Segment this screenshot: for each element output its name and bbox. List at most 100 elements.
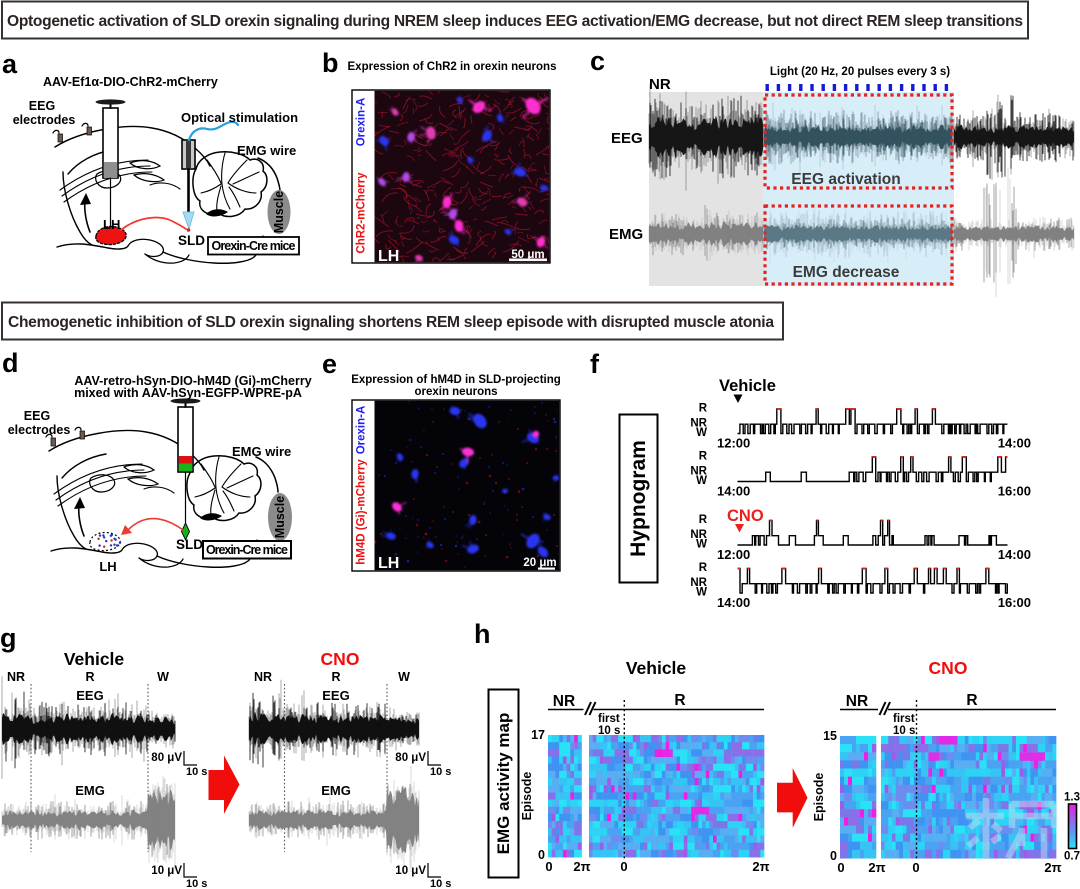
svg-text:Episode: Episode	[520, 772, 534, 821]
svg-text:EEG activation: EEG activation	[791, 171, 900, 188]
svg-text:g: g	[0, 623, 17, 653]
svg-text:hM4D (Gi)-mCherry: hM4D (Gi)-mCherry	[356, 459, 368, 565]
svg-text:EEG: EEG	[29, 99, 55, 113]
svg-text:10 s: 10 s	[598, 725, 620, 737]
svg-text:CNO: CNO	[929, 658, 968, 678]
svg-text:16:00: 16:00	[998, 484, 1031, 499]
svg-text:NR: NR	[690, 529, 707, 541]
svg-text:NR: NR	[254, 670, 272, 684]
svg-text:R: R	[966, 692, 977, 709]
svg-text:W: W	[398, 670, 410, 684]
svg-text:NR: NR	[649, 76, 671, 93]
svg-text:electrodes: electrodes	[8, 423, 71, 437]
svg-text:1.3: 1.3	[1064, 792, 1080, 804]
svg-text:Expression of hM4D in SLD-pro: Expression of hM4D in SLD-projecting	[351, 374, 561, 386]
svg-text:Chemogenetic inhibition of SLD: Chemogenetic inhibition of SLD orexin si…	[8, 314, 774, 331]
svg-text:10 s: 10 s	[186, 766, 207, 778]
svg-text:W: W	[696, 475, 707, 487]
svg-text:10 s: 10 s	[893, 725, 915, 737]
svg-text:Orexin-A: Orexin-A	[356, 406, 368, 455]
svg-text:2π: 2π	[573, 859, 590, 874]
svg-text:W: W	[696, 587, 707, 599]
svg-text:b: b	[322, 48, 339, 78]
svg-text:0: 0	[545, 859, 552, 874]
svg-text:Orexin-Cre mice: Orexin-Cre mice	[206, 543, 288, 557]
svg-text:R: R	[699, 403, 708, 415]
svg-text:f: f	[590, 349, 600, 379]
svg-text:NR: NR	[690, 418, 707, 430]
svg-text:a: a	[2, 49, 18, 79]
svg-text:AAV-retro-hSyn-DIO-hM4D (Gi)-m: AAV-retro-hSyn-DIO-hM4D (Gi)-mCherry	[74, 374, 311, 388]
svg-text:Orexin-Cre mice: Orexin-Cre mice	[212, 239, 296, 253]
svg-text:EEG: EEG	[24, 409, 50, 423]
svg-text:0: 0	[538, 848, 545, 862]
svg-text:EMG: EMG	[321, 783, 351, 798]
svg-text:LH: LH	[378, 555, 399, 572]
svg-text:first: first	[893, 713, 915, 725]
svg-text:EEG: EEG	[611, 130, 643, 147]
svg-text:ChR2-mCherry: ChR2-mCherry	[356, 172, 368, 254]
svg-text:EEG: EEG	[322, 688, 349, 703]
svg-text:LH: LH	[99, 559, 116, 574]
svg-text:NR: NR	[846, 693, 868, 710]
svg-text:EMG wire: EMG wire	[232, 444, 291, 459]
svg-text:Light (20 Hz, 20 pulses every: Light (20 Hz, 20 pulses every 3 s)	[770, 66, 950, 78]
svg-text:10 s: 10 s	[430, 878, 451, 889]
svg-text:2π: 2π	[868, 860, 885, 875]
svg-text:c: c	[590, 46, 605, 76]
svg-text:Episode: Episode	[812, 773, 826, 822]
svg-text:EMG decrease: EMG decrease	[793, 264, 900, 281]
svg-text:0.7: 0.7	[1064, 851, 1080, 863]
svg-text:electrodes: electrodes	[13, 113, 76, 127]
svg-text:14:00: 14:00	[998, 547, 1031, 562]
svg-text:R: R	[699, 562, 708, 574]
svg-text:14:00: 14:00	[998, 436, 1031, 451]
svg-text:2π: 2π	[1044, 860, 1061, 875]
svg-text:R: R	[699, 514, 708, 526]
svg-text:SLD: SLD	[178, 233, 205, 248]
svg-text:W: W	[157, 670, 169, 684]
svg-text:EMG: EMG	[609, 226, 643, 243]
svg-text:CNO: CNO	[727, 507, 764, 525]
svg-text:NR: NR	[690, 577, 707, 589]
svg-text:NR: NR	[690, 466, 707, 478]
svg-text:12:00: 12:00	[717, 547, 750, 562]
svg-text:CNO: CNO	[321, 649, 360, 669]
svg-text:SLD: SLD	[176, 537, 203, 552]
svg-text:Muscle: Muscle	[273, 496, 287, 538]
svg-text:LH: LH	[378, 248, 399, 265]
svg-text:mixed with AAV-hSyn-EGFP-WPRE-: mixed with AAV-hSyn-EGFP-WPRE-pA	[74, 386, 302, 400]
svg-text:14:00: 14:00	[717, 484, 750, 499]
svg-text:0: 0	[620, 859, 627, 874]
svg-text:10 s: 10 s	[430, 766, 451, 778]
svg-text:0: 0	[837, 860, 844, 875]
svg-text:EEG: EEG	[76, 688, 103, 703]
svg-text:Orexin-A: Orexin-A	[356, 98, 368, 147]
svg-text:15: 15	[823, 729, 837, 743]
svg-text:0: 0	[830, 849, 837, 863]
svg-text:Optogenetic activation of SLD: Optogenetic activation of SLD orexin sig…	[7, 13, 1023, 30]
svg-text:W: W	[696, 539, 707, 551]
svg-text:Vehicle: Vehicle	[719, 377, 776, 395]
svg-text:80 μV: 80 μV	[151, 752, 182, 764]
svg-text:10 s: 10 s	[186, 878, 207, 889]
svg-text:first: first	[598, 713, 620, 725]
svg-text:Muscle: Muscle	[272, 191, 286, 233]
svg-text:Vehicle: Vehicle	[626, 658, 687, 678]
svg-text:16:00: 16:00	[998, 595, 1031, 610]
svg-text:50 μm: 50 μm	[511, 249, 544, 261]
svg-text:NR: NR	[7, 670, 25, 684]
svg-text:Vehicle: Vehicle	[64, 649, 125, 669]
svg-text:R: R	[85, 670, 94, 684]
svg-text:Expression of ChR2 in orexin: Expression of ChR2 in orexin neurons	[348, 61, 557, 73]
svg-text:LH: LH	[103, 217, 120, 232]
svg-text:NR: NR	[553, 693, 575, 710]
svg-text:10 μV: 10 μV	[151, 865, 182, 877]
svg-text:80 μV: 80 μV	[395, 752, 426, 764]
svg-text:W: W	[696, 427, 707, 439]
svg-text:h: h	[474, 619, 491, 649]
svg-text:R: R	[674, 692, 685, 709]
svg-text:Hypnogram: Hypnogram	[627, 440, 650, 557]
svg-text:Optical stimulation: Optical stimulation	[181, 110, 298, 125]
svg-text:17: 17	[531, 728, 545, 742]
